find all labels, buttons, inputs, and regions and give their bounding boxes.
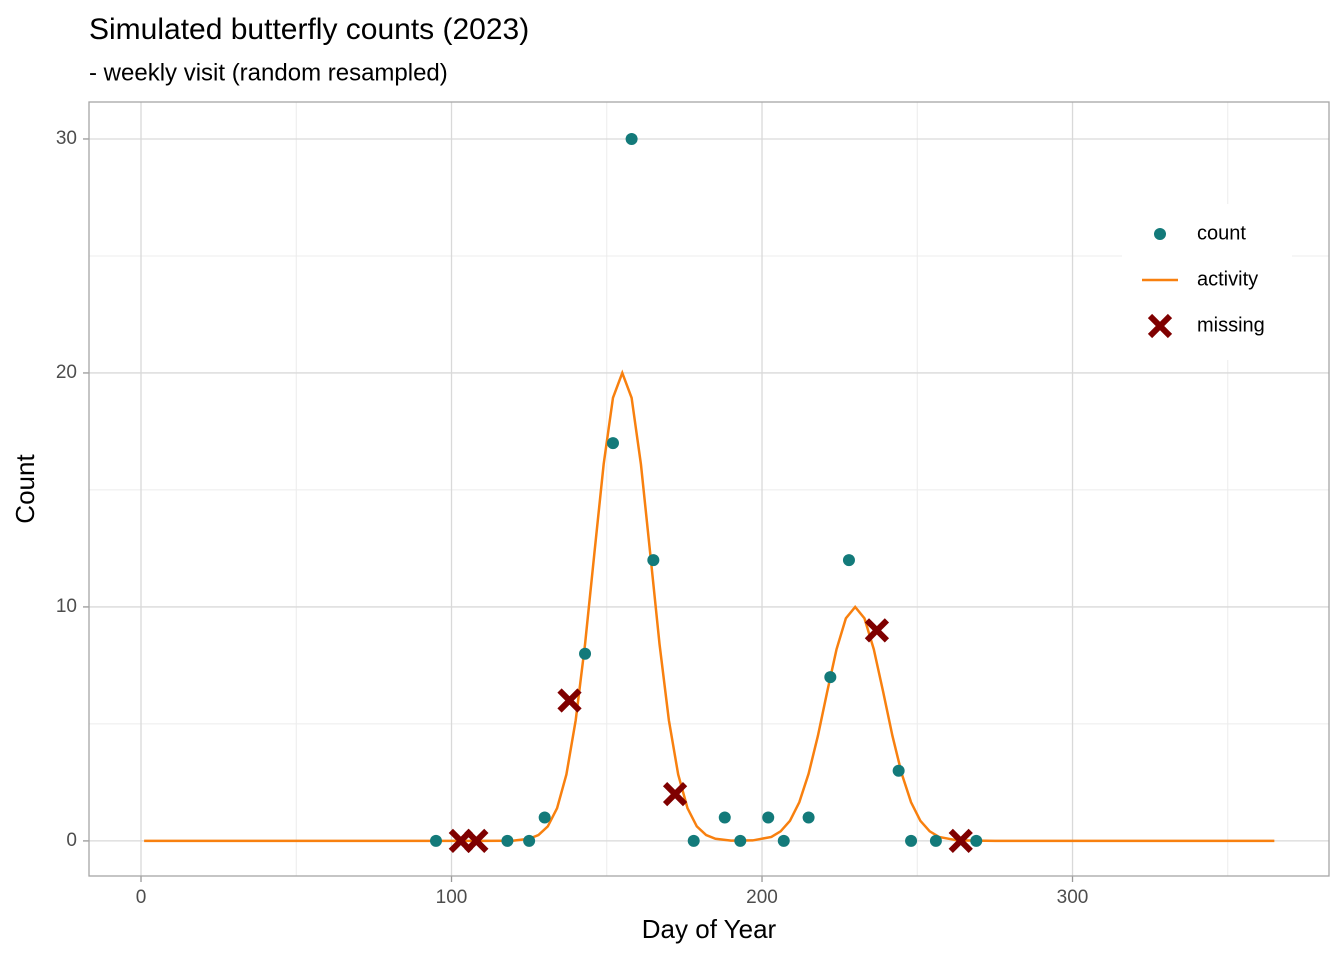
count-point xyxy=(970,834,983,847)
x-tick-label: 100 xyxy=(436,887,468,908)
count-point xyxy=(625,132,638,145)
count-point xyxy=(734,834,747,847)
count-point xyxy=(687,834,700,847)
missing-marker xyxy=(557,688,582,713)
count-point xyxy=(538,811,551,824)
chart-title: Simulated butterfly counts (2023) xyxy=(89,13,529,46)
missing-marker xyxy=(864,618,890,643)
count-point xyxy=(802,811,815,824)
chart-subtitle: - weekly visit (random resampled) xyxy=(89,59,448,86)
cross-stroke xyxy=(662,781,688,807)
count-point xyxy=(523,834,536,847)
y-tick-label: 30 xyxy=(56,128,77,149)
y-tick-label: 10 xyxy=(56,596,77,617)
count-point xyxy=(892,764,905,777)
count-point xyxy=(647,554,660,567)
count-point xyxy=(579,647,592,660)
legend-key xyxy=(1147,313,1173,339)
count-point xyxy=(824,671,837,684)
legend-label: activity xyxy=(1197,268,1258,290)
legend: count activity missing xyxy=(1122,204,1292,360)
x-tick-label: 0 xyxy=(136,887,147,908)
count-point xyxy=(842,554,855,567)
activity-line xyxy=(144,369,1275,843)
cross-stroke xyxy=(464,828,489,854)
count-point xyxy=(929,834,942,847)
x-axis-label: Day of Year xyxy=(642,914,777,944)
cross-stroke xyxy=(948,828,973,854)
y-tick-label: 20 xyxy=(56,362,77,383)
count-point xyxy=(429,834,442,847)
missing-marker xyxy=(662,781,688,807)
legend-key xyxy=(1154,228,1166,240)
x-tick-label: 200 xyxy=(746,887,778,908)
cross-stroke xyxy=(557,688,582,713)
missing-marker xyxy=(948,828,973,854)
count-point xyxy=(606,437,619,450)
missing-marker xyxy=(464,828,489,854)
y-tick-label: 0 xyxy=(66,830,77,851)
count-point xyxy=(762,811,775,824)
legend-label: count xyxy=(1197,222,1246,244)
plot-border xyxy=(88,101,1330,877)
count-point xyxy=(718,811,731,824)
x-tick-label: 300 xyxy=(1057,887,1089,908)
count-point xyxy=(777,834,790,847)
y-axis-label: Count xyxy=(10,454,40,524)
count-point xyxy=(501,834,514,847)
count-point xyxy=(905,834,918,847)
legend-label: missing xyxy=(1197,314,1265,336)
cross-stroke xyxy=(864,618,890,643)
